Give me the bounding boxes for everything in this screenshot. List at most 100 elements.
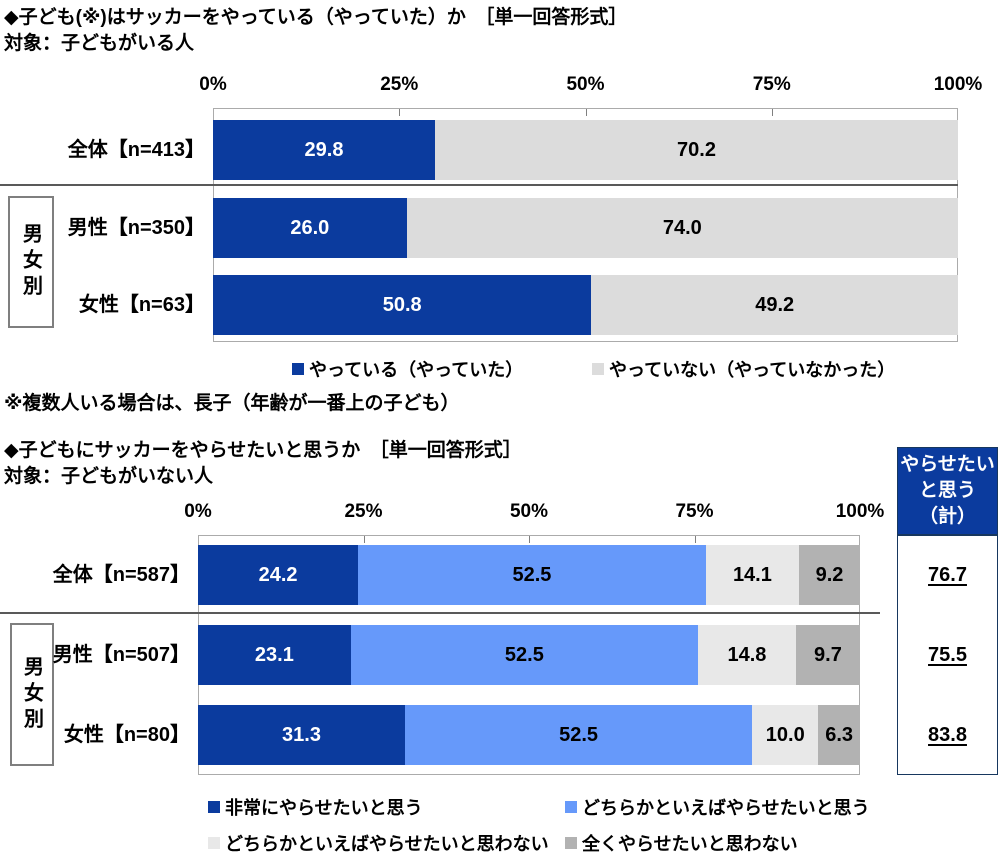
summary-header-line3: （計） [918,506,976,527]
axis-tick-mark [399,109,401,116]
bar-value-label: 52.5 [559,723,599,746]
legend-swatch [592,363,604,375]
legend-label: やっている（やっていた） [309,360,524,380]
legend-swatch [208,837,220,849]
legend-label: どちらかといえばやらせたいと思う [582,798,870,818]
bar-value-label: 14.8 [727,643,767,666]
legend-swatch [565,837,577,849]
bar-value-label: 70.2 [677,138,716,161]
bar-row: 23.1 52.5 14.8 9.7 [198,625,860,685]
chart2-title: ◆子どもにサッカーをやらせたいと思うか ［単一回答形式］ [4,440,522,461]
row-label: 全体【n=587】 [52,564,190,586]
bar-value-label: 10.0 [765,723,805,746]
bar-segment: 9.7 [795,625,860,685]
chart2-gender-group-box: 男女別 [10,623,54,766]
row-label: 男性【n=350】 [67,217,205,239]
chart2-target-label: 対象：子どもがいない人 [4,466,214,487]
summary-totals-box [897,535,998,775]
chart2-gender-group-label: 男女別 [20,655,43,734]
x-axis-tick-label: 75% [752,74,791,95]
summary-header-line2: と思う [918,480,976,501]
bar-row: 26.0 74.0 [213,198,958,258]
bar-segment: 26.0 [213,198,407,258]
bar-value-label: 52.5 [512,563,552,586]
legend-item: 全くやらせたいと思わない [565,830,798,856]
bar-segment: 14.8 [697,625,796,685]
legend-swatch [292,363,304,375]
bar-value-label: 52.5 [504,643,544,666]
bar-value-label: 14.1 [732,563,772,586]
row-label: 女性【n=63】 [78,294,205,316]
bar-segment: 52.5 [358,545,706,605]
bar-segment: 14.1 [705,545,800,605]
chart2-group-divider [0,612,880,614]
x-axis-tick-label: 100% [933,74,983,95]
bar-segment: 24.2 [198,545,359,605]
axis-tick-mark [529,536,530,543]
bar-value-label: 74.0 [662,216,702,239]
bar-value-label: 26.0 [290,216,330,239]
row-label: 全体【n=413】 [67,139,205,161]
bar-value-label: 9.2 [815,563,844,586]
x-axis-tick-label: 75% [675,501,714,522]
bar-segment: 50.8 [213,275,592,335]
legend-swatch [565,801,577,813]
legend-item: どちらかといえばやらせたいと思う [565,794,870,820]
axis-tick-mark [694,536,696,543]
bar-segment: 52.5 [350,625,698,685]
x-axis-tick-label: 0% [199,74,227,95]
bar-segment: 52.5 [405,705,753,765]
x-axis-tick-label: 50% [509,501,549,522]
bar-segment: 70.2 [435,120,958,180]
bar-segment: 29.8 [213,120,435,180]
row-label: 女性【n=80】 [63,724,190,746]
legend-item: やっている（やっていた） [292,356,523,382]
chart1-gender-group-label: 男女別 [19,223,42,301]
bar-segment: 31.3 [198,705,405,765]
legend-label: 全くやらせたいと思わない [582,834,798,854]
bar-value-label: 49.2 [755,293,795,316]
bar-segment: 6.3 [818,705,860,765]
legend-item: 非常にやらせたいと思う [208,794,423,820]
bar-value-label: 6.3 [825,723,854,746]
bar-value-label: 9.7 [814,643,842,666]
bar-segment: 10.0 [752,705,819,765]
bar-segment: 74.0 [406,198,958,258]
chart1-gender-group-box: 男女別 [8,196,54,328]
bar-row: 50.8 49.2 [213,275,958,335]
summary-column-header: やらせたい と思う （計） [897,447,998,535]
row-label: 男性【n=507】 [52,644,190,666]
axis-tick-mark [585,109,587,116]
axis-tick-mark [771,109,773,116]
x-axis-tick-label: 0% [184,501,212,522]
bar-value-label: 23.1 [254,643,294,666]
bar-value-label: 50.8 [382,293,422,316]
bar-value-label: 29.8 [304,138,344,161]
legend-item: やっていない（やっていなかった） [592,356,895,382]
x-axis-tick-label: 25% [380,74,419,95]
bar-value-label: 24.2 [258,563,298,586]
legend-label: 非常にやらせたいと思う [225,798,423,818]
x-axis-tick-label: 25% [344,501,383,522]
bar-row: 24.2 52.5 14.1 9.2 [198,545,860,605]
bar-row: 29.8 70.2 [213,120,958,180]
summary-header-line1: やらせたい [900,454,995,475]
bar-segment: 23.1 [198,625,351,685]
axis-tick-mark [363,536,365,543]
bar-row: 31.3 52.5 10.0 6.3 [198,705,860,765]
x-axis-tick-label: 50% [566,74,605,95]
legend-label: どちらかといえばやらせたいと思わない [225,834,549,854]
summary-total-value: 75.5 [928,644,967,666]
legend-item: どちらかといえばやらせたいと思わない [208,830,549,856]
summary-total-value: 83.8 [928,724,967,746]
chart1-title: ◆子ども(※)はサッカーをやっている（やっていた）か ［単一回答形式］ [4,7,628,28]
legend-label: やっていない（やっていなかった） [609,360,896,380]
summary-total-value: 76.7 [928,564,967,586]
bar-segment: 49.2 [591,275,958,335]
bar-value-label: 31.3 [282,723,321,746]
x-axis-tick-label: 100% [835,501,885,522]
chart1-target-label: 対象：子どもがいる人 [4,33,195,54]
footnote: ※複数人いる場合は、長子（年齢が一番上の子ども） [4,393,460,414]
bar-segment: 9.2 [799,545,860,605]
